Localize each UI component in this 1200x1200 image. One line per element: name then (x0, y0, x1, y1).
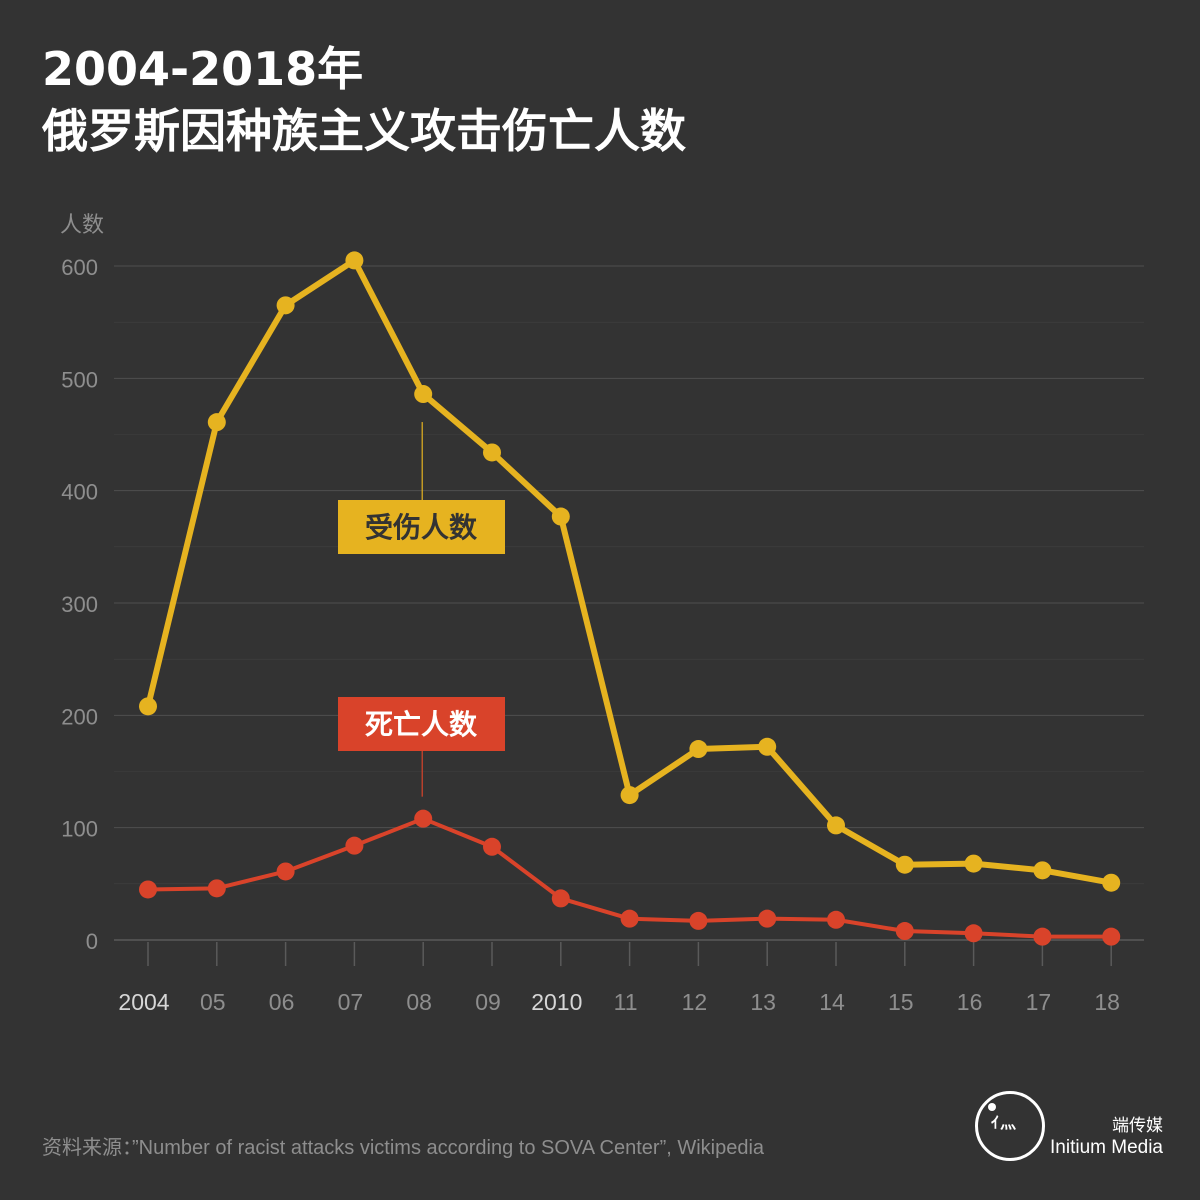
data-point-1 (620, 909, 639, 928)
x-tick-label: 16 (957, 989, 983, 1015)
data-point-1 (1102, 927, 1121, 946)
title-line-1: 2004-2018年 (42, 42, 364, 96)
x-tick-label: 15 (888, 989, 914, 1015)
x-tick-label: 07 (338, 989, 364, 1015)
x-tick-label: 2010 (531, 989, 582, 1015)
x-tick-label: 11 (614, 989, 638, 1015)
data-point-0 (345, 251, 364, 270)
data-point-0 (139, 697, 157, 716)
data-point-1 (827, 910, 845, 929)
y-tick-label: 200 (61, 704, 98, 729)
logo-dot-icon (988, 1103, 996, 1111)
logo-mark: ｲ灬 (991, 1113, 1018, 1132)
axis-labels: 0 100 200 300 400 500 600 人数 2004 05 06 07 08 09 2010 1… (60, 213, 1120, 1015)
x-tick-label: 05 (200, 989, 226, 1015)
x-tick-label: 18 (1094, 989, 1120, 1015)
data-point-1 (551, 889, 570, 908)
annotation-label: 死亡人数 (365, 708, 478, 741)
y-axis-label: 人数 (60, 213, 104, 238)
data-point-0 (1033, 861, 1052, 880)
y-tick-label: 100 (61, 817, 98, 842)
data-point-0 (551, 507, 570, 526)
logo-chinese-name: 端传媒 (1112, 1116, 1163, 1136)
y-tick-label: 0 (86, 929, 98, 954)
data-point-0 (689, 740, 708, 759)
data-point-1 (414, 809, 433, 828)
data-point-1 (483, 837, 501, 856)
data-point-0 (758, 737, 777, 756)
logo-english-name: Initium Media (1050, 1137, 1163, 1158)
data-point-0 (964, 854, 983, 873)
chart-title: 2004-2018年 俄罗斯因种族主义攻击伤亡人数 (42, 38, 686, 162)
data-point-0 (207, 413, 226, 432)
initium-logo-icon (975, 1091, 1045, 1161)
grid-lines (114, 265, 1144, 966)
y-tick-label: 600 (61, 255, 98, 280)
x-tick-label: 09 (475, 989, 501, 1015)
data-point-1 (689, 911, 708, 930)
data-point-1 (139, 880, 157, 899)
data-point-1 (276, 862, 295, 881)
annotation-box (338, 697, 505, 751)
annotation-label: 受伤人数 (365, 511, 478, 544)
data-point-1 (964, 924, 983, 943)
title-line-2: 俄罗斯因种族主义攻击伤亡人数 (42, 104, 686, 158)
y-tick-label: 400 (61, 480, 98, 505)
x-tick-label: 12 (682, 989, 708, 1015)
source-note: 资料来源：”Number of racist attacks victims a… (42, 1137, 765, 1159)
x-tick-label: 06 (269, 989, 295, 1015)
data-point-1 (207, 879, 226, 898)
data-point-0 (827, 816, 845, 835)
data-point-1 (895, 922, 914, 941)
y-tick-label: 500 (61, 367, 98, 392)
data-series (139, 251, 1121, 946)
data-point-0 (276, 296, 295, 315)
x-tick-label: 17 (1026, 989, 1052, 1015)
data-point-0 (1102, 873, 1121, 892)
data-point-0 (414, 385, 433, 404)
initium-logo: ｲ灬 端传媒 Initium Media (975, 1085, 1175, 1165)
x-tick-label: 08 (406, 989, 432, 1015)
data-point-1 (345, 836, 364, 855)
data-point-0 (483, 443, 501, 462)
data-point-0 (620, 786, 639, 805)
data-point-1 (1033, 927, 1052, 946)
x-tick-label: 2004 (118, 989, 169, 1015)
data-point-1 (758, 909, 777, 928)
x-tick-label: 14 (819, 989, 845, 1015)
annotation-box (338, 500, 505, 554)
y-tick-label: 300 (61, 592, 98, 617)
data-point-0 (895, 855, 914, 874)
x-tick-label: 13 (750, 989, 776, 1015)
